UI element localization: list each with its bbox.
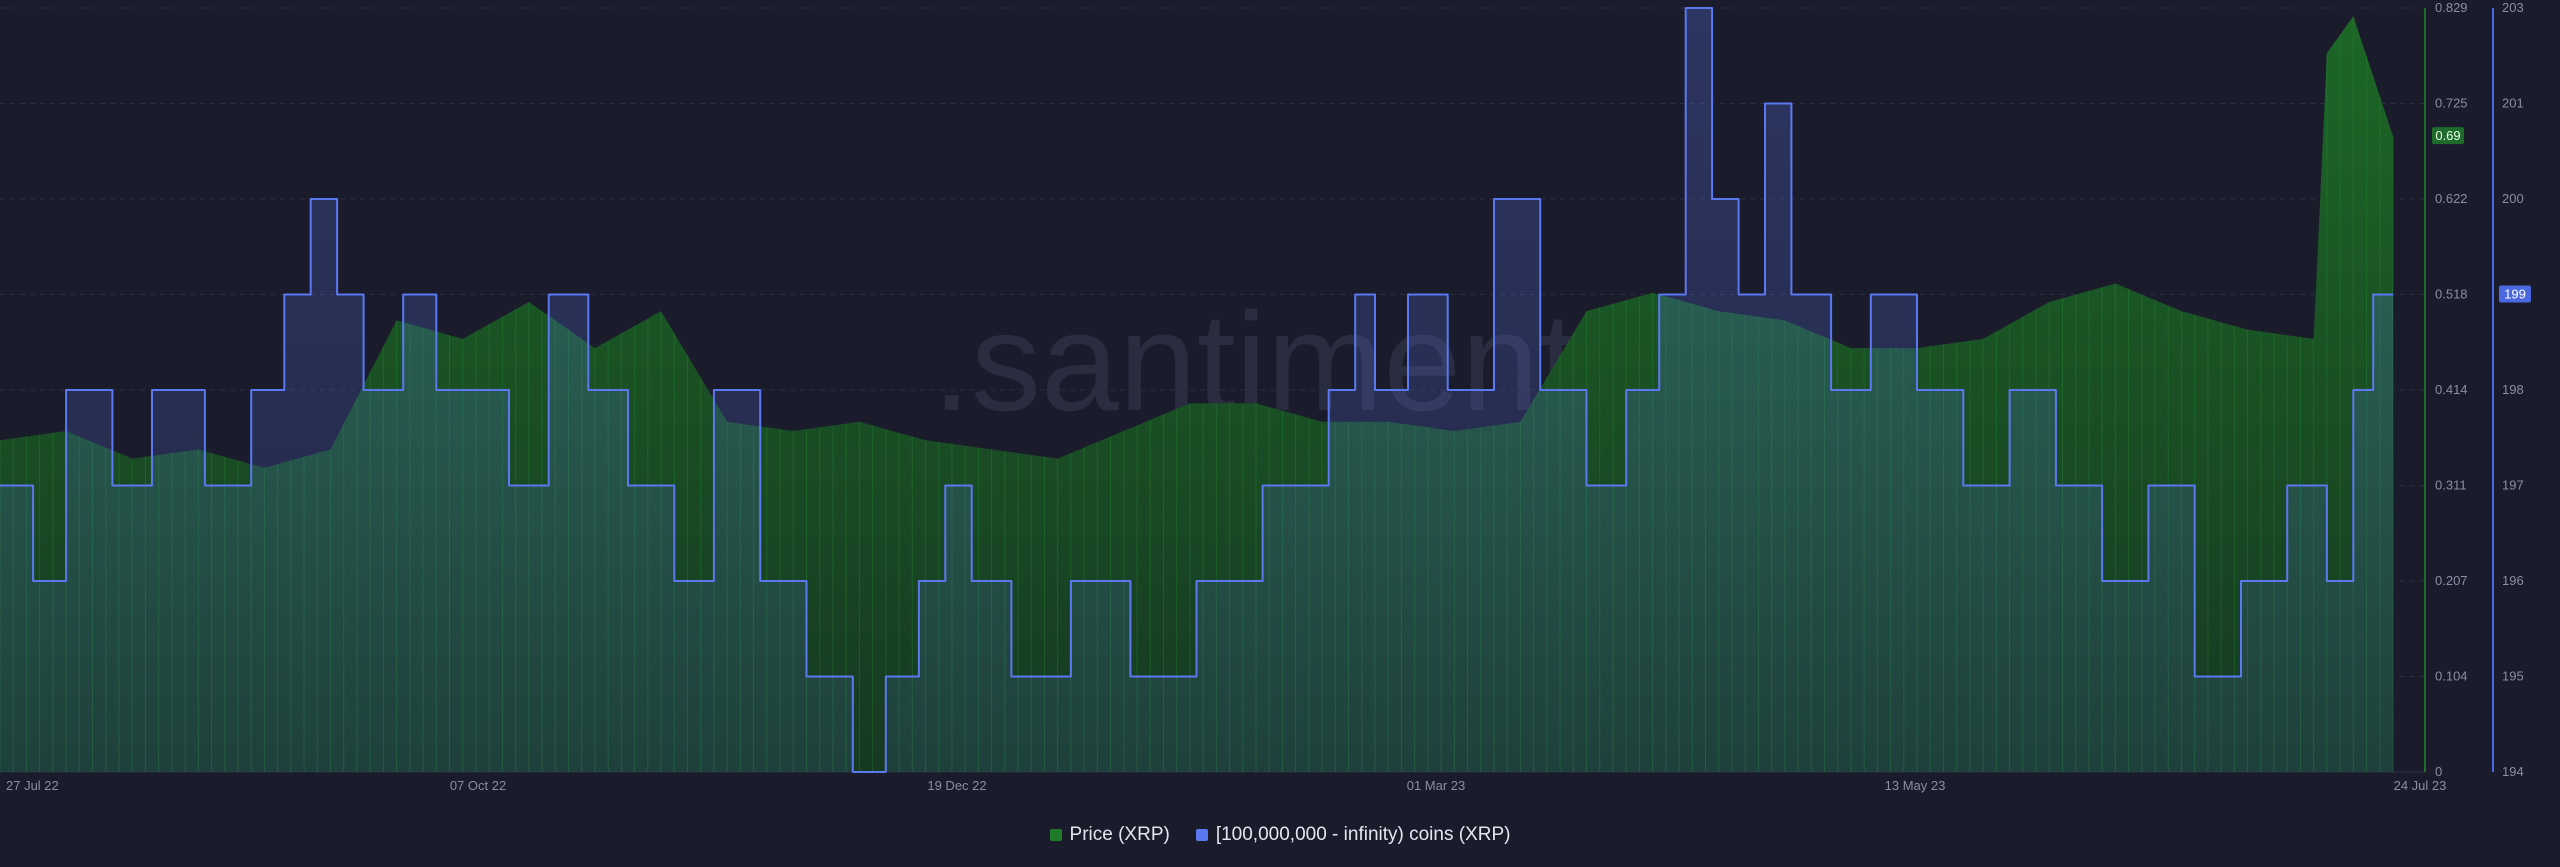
price-swatch [1049, 829, 1062, 841]
price-current-badge [2432, 127, 2464, 145]
y-left-tick-label: 0.622 [2435, 191, 2468, 206]
x-tick-label: 07 Oct 22 [450, 778, 506, 793]
y-left-tick-label: 0 [2435, 764, 2442, 779]
holders-line [0, 7, 2393, 773]
holders-swatch [1195, 829, 1208, 841]
y-right-tick-label: 201 [2502, 96, 2524, 111]
x-tick-label: 27 Jul 22 [6, 778, 59, 793]
y-right-tick-label: 194 [2502, 764, 2524, 779]
current-value-badges: 0.69 199 [2432, 127, 2531, 303]
y-left-tick-label: 0.104 [2435, 669, 2468, 684]
y-left-tick-label: 0.518 [2435, 287, 2468, 302]
y-left-tick-label: 0.414 [2435, 382, 2468, 397]
x-tick-label: 19 Dec 22 [927, 778, 986, 793]
price-current-value: 0.69 [2435, 128, 2460, 143]
legend-item-price[interactable]: Price (XRP) [1049, 824, 1170, 846]
y-left-tick-label: 0.207 [2435, 573, 2468, 588]
legend-item-holders[interactable]: [100,000,000 - infinity) coins (XRP) [1195, 824, 1511, 846]
y-left-tick-label: 0.725 [2435, 96, 2468, 111]
legend: Price (XRP) [100,000,000 - infinity) coi… [0, 820, 2560, 850]
y-right-tick-label: 200 [2502, 191, 2524, 206]
x-tick-label: 01 Mar 23 [1407, 778, 1466, 793]
holders-current-badge [2499, 285, 2531, 303]
holders-line-series [0, 7, 2393, 773]
x-tick-label: 24 Jul 23 [2394, 778, 2447, 793]
holders-current-value: 199 [2504, 287, 2526, 302]
y-right-tick-label: 203 [2502, 0, 2524, 15]
y-left-tick-label: 0.829 [2435, 0, 2468, 15]
x-tick-label: 13 May 23 [1885, 778, 1946, 793]
y-right-tick-label: 198 [2502, 382, 2524, 397]
legend-holders-label: [100,000,000 - infinity) coins (XRP) [1215, 824, 1511, 845]
holders-area [0, 8, 2393, 772]
y-left-tick-label: 0.311 [2435, 478, 2467, 493]
legend-price-label: Price (XRP) [1069, 824, 1170, 845]
y-right-tick-label: 197 [2502, 478, 2524, 493]
y-right-tick-label: 196 [2502, 573, 2524, 588]
y-right-tick-label: 195 [2502, 669, 2524, 684]
